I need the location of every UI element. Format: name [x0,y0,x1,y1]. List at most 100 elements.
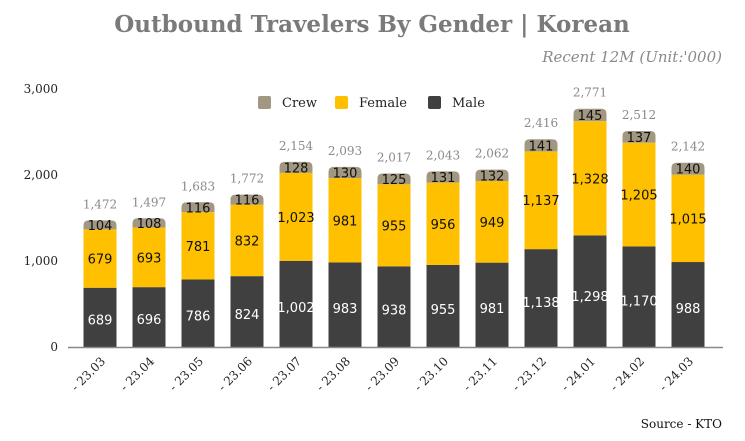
legend-swatch-male [428,96,441,109]
bar-male [83,287,117,347]
x-tick-label: - 23.03 [68,354,108,394]
x-tick-label: - 24.02 [607,354,647,394]
bar-male [181,279,215,347]
bar-crew [132,218,166,228]
bar-female [328,178,362,263]
bar-crew [230,194,264,205]
data-label-total: 2,043 [426,148,460,162]
data-label-female: 1,137 [522,194,559,209]
data-label-total: 2,154 [279,139,314,153]
x-axis: - 23.03- 23.04- 23.05- 23.06- 23.07- 23.… [68,354,696,394]
data-label-female: 832 [235,234,260,249]
bar-crew [328,166,362,179]
data-label-crew: 116 [235,194,260,209]
x-tick-label: - 23.06 [215,354,255,394]
data-label-male: 696 [137,313,162,328]
bar-male [230,276,264,347]
legend-label-male: Male [452,96,485,111]
data-label-total: 2,142 [671,140,705,154]
bar-male [328,262,362,347]
bar-female [426,182,460,265]
x-tick-label: - 23.08 [313,354,353,394]
data-label-female: 1,328 [571,172,608,187]
x-tick-label: - 23.07 [264,354,304,394]
data-label-male: 824 [235,308,260,323]
data-label-male: 955 [431,303,456,318]
bar-male [132,287,166,347]
bar-male [377,266,411,347]
data-label-crew: 125 [382,173,407,188]
bar-female [181,212,215,280]
data-label-total: 2,062 [475,147,509,161]
bar-crew [426,171,460,183]
bar-male [622,246,656,347]
bar-male [426,264,460,347]
data-label-male: 689 [88,313,113,328]
bar-male [573,235,607,347]
x-tick-label: - 24.03 [656,354,696,394]
data-label-female: 956 [431,218,456,233]
bar-female [377,184,411,267]
x-tick-label: - 23.10 [411,354,451,394]
x-tick-label: - 23.12 [509,354,549,394]
data-label-crew: 128 [284,161,309,176]
data-label-total: 2,512 [622,108,656,122]
data-label-total: 1,683 [181,179,215,193]
y-tick-label: 3,000 [24,82,58,96]
bar-female [279,172,313,261]
data-label-male: 988 [676,302,701,317]
y-tick-label: 1,000 [24,254,58,268]
bar-male [524,249,558,347]
y-tick-label: 2,000 [24,168,58,182]
data-label-male: 786 [186,310,211,325]
data-label-crew: 130 [333,167,358,182]
data-label-female: 781 [186,240,211,255]
y-axis: 0 1,000 2,000 3,000 [24,82,58,354]
data-label-male: 983 [333,302,358,317]
data-label-crew: 108 [137,217,162,232]
bar-female [475,181,509,263]
legend-swatch-female [335,96,348,109]
data-label-total: 2,017 [377,150,411,164]
data-label-crew: 132 [480,169,505,184]
bar-male [671,262,705,347]
bar-crew [181,202,215,213]
x-tick-label: - 24.01 [558,354,598,394]
chart-subtitle: Recent 12M (Unit:'000) [541,48,722,66]
data-label-male: 938 [382,304,407,319]
data-label-crew: 116 [186,201,211,216]
data-label-male: 1,298 [571,290,608,305]
bar-male [279,260,313,347]
data-label-female: 949 [480,216,505,231]
data-label-crew: 104 [88,219,113,234]
legend-label-female: Female [359,96,407,111]
data-label-female: 1,205 [620,189,657,204]
data-label-crew: 140 [676,163,701,178]
data-label-female: 955 [382,219,407,234]
bar-female [83,229,117,288]
source-note: Source - KTO [641,417,722,431]
data-label-total: 1,772 [230,172,264,186]
data-label-total: 1,497 [132,195,166,209]
data-label-male: 981 [480,302,505,317]
data-label-female: 1,023 [277,211,314,226]
data-label-male: 1,002 [277,301,314,316]
bar-female [573,121,607,236]
bars: 689 679 104 1,472 696 693 108 1,497 786 781 116 1,6… [83,86,707,347]
x-tick-label: - 23.11 [460,354,500,394]
bar-crew [573,108,607,122]
data-label-crew: 131 [431,171,456,186]
y-tick-label: 0 [50,340,58,354]
bar-female [524,151,558,250]
data-label-female: 981 [333,214,358,229]
data-label-crew: 145 [578,109,603,124]
legend-swatch-crew [258,96,271,109]
bar-crew [377,173,411,185]
bar-female [671,174,705,263]
data-label-female: 1,015 [669,212,706,227]
bar-crew [622,130,656,143]
bar-female [230,204,264,277]
bar-crew [83,220,117,230]
data-label-crew: 137 [627,131,652,146]
